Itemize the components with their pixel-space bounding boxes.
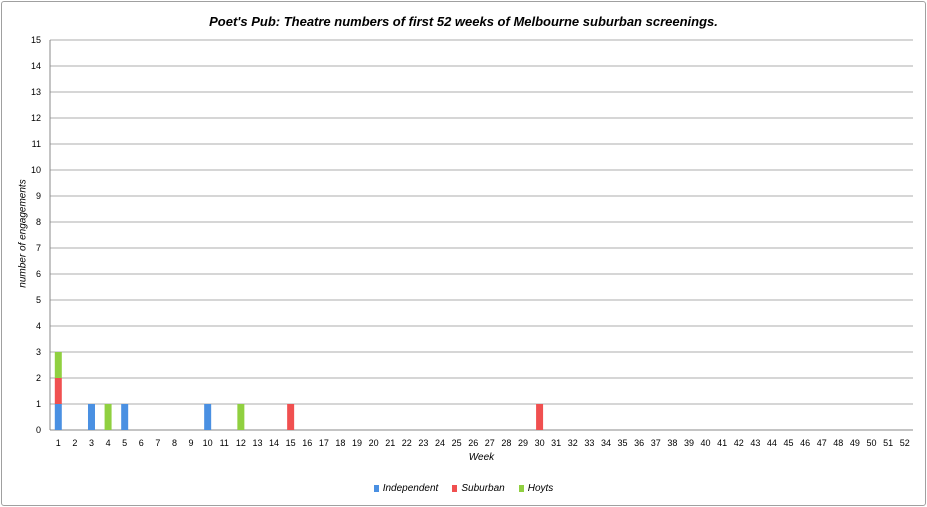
x-tick-label: 34 [601,438,611,448]
x-tick-label: 14 [269,438,279,448]
x-tick-label: 50 [867,438,877,448]
x-tick-label: 17 [319,438,329,448]
x-tick-label: 30 [535,438,545,448]
x-tick-label: 52 [900,438,910,448]
x-tick-label: 19 [352,438,362,448]
x-tick-label: 10 [203,438,213,448]
bar-independent [121,404,129,430]
y-tick-label: 14 [31,61,41,71]
x-tick-label: 18 [335,438,345,448]
x-tick-label: 5 [122,438,127,448]
x-tick-label: 13 [252,438,262,448]
y-tick-label: 13 [31,87,41,97]
x-tick-label: 35 [618,438,628,448]
y-tick-label: 9 [36,191,41,201]
bar-suburban [54,378,62,404]
x-tick-label: 48 [833,438,843,448]
x-tick-label: 21 [385,438,395,448]
x-tick-label: 45 [784,438,794,448]
x-tick-label: 3 [89,438,94,448]
x-tick-label: 7 [155,438,160,448]
x-tick-label: 16 [302,438,312,448]
legend-item-suburban: Suburban [452,483,505,494]
chart-title: Poet's Pub: Theatre numbers of first 52 … [209,14,718,29]
x-tick-label: 6 [139,438,144,448]
x-tick-label: 32 [568,438,578,448]
x-tick-label: 20 [369,438,379,448]
bar-independent [204,404,212,430]
bar-suburban [536,404,544,430]
y-tick-label: 11 [32,139,41,149]
x-tick-label: 43 [750,438,760,448]
y-tick-label: 7 [36,243,41,253]
x-tick-label: 40 [701,438,711,448]
x-tick-label: 44 [767,438,777,448]
x-tick-label: 28 [501,438,511,448]
x-tick-label: 31 [551,438,561,448]
legend-item-independent: Independent [373,483,438,494]
y-tick-label: 6 [36,269,41,279]
y-tick-label: 10 [31,165,41,175]
x-tick-label: 36 [634,438,644,448]
x-tick-label: 9 [189,438,194,448]
x-tick-label: 51 [883,438,893,448]
y-tick-label: 3 [36,347,41,357]
x-tick-label: 29 [518,438,528,448]
y-tick-label: 8 [36,217,41,227]
x-tick-label: 15 [286,438,296,448]
x-tick-label: 37 [651,438,661,448]
legend-item-hoyts: Hoyts [518,483,553,494]
y-tick-label: 15 [31,35,41,45]
x-tick-label: 49 [850,438,860,448]
x-tick-label: 23 [418,438,428,448]
x-tick-label: 2 [72,438,77,448]
legend-swatch [518,485,524,492]
x-tick-label: 38 [667,438,677,448]
bar-independent [54,404,62,430]
y-tick-label: 5 [36,295,41,305]
bar-hoyts [54,352,62,378]
x-tick-label: 39 [684,438,694,448]
x-tick-label: 12 [236,438,246,448]
bar-independent [87,404,95,430]
x-axis-label: Week [468,452,495,463]
x-tick-label: 11 [220,438,229,448]
y-tick-label: 4 [36,321,41,331]
y-tick-label: 2 [36,373,41,383]
x-tick-label: 46 [800,438,810,448]
bar-hoyts [237,404,245,430]
x-tick-label: 41 [717,438,727,448]
x-tick-label: 25 [452,438,462,448]
bar-hoyts [104,404,112,430]
x-tick-label: 47 [817,438,827,448]
y-tick-label: 12 [31,113,41,123]
x-tick-label: 42 [734,438,744,448]
x-tick-label: 22 [402,438,412,448]
legend-swatch [373,485,379,492]
x-tick-label: 1 [56,438,61,448]
legend: Independent Suburban Hoyts [0,483,927,494]
x-tick-label: 26 [468,438,478,448]
x-tick-label: 4 [106,438,111,448]
x-tick-label: 24 [435,438,445,448]
x-tick-label: 33 [584,438,594,448]
bar-suburban [287,404,295,430]
x-tick-label: 8 [172,438,177,448]
y-tick-label: 0 [36,425,41,435]
x-tick-label: 27 [485,438,495,448]
y-tick-label: 1 [36,399,41,409]
legend-swatch [452,485,458,492]
